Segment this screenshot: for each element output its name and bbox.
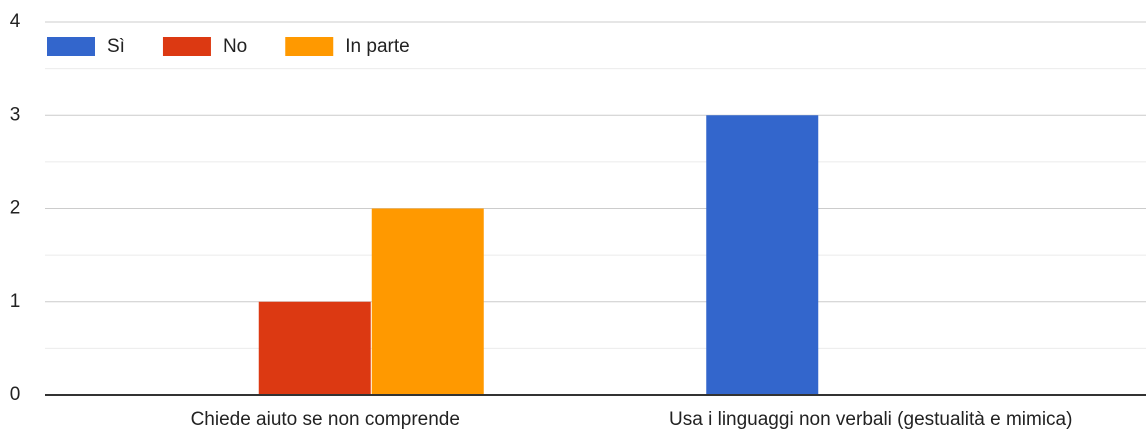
- y-tick-label: 2: [10, 198, 21, 219]
- legend-swatch: [162, 37, 211, 56]
- legend-label: In parte: [345, 36, 409, 57]
- legend-swatch: [47, 37, 95, 56]
- y-tick-label: 0: [10, 384, 21, 405]
- x-tick-label: Usa i linguaggi non verbali (gestualità …: [669, 409, 1072, 430]
- x-tick-label: Chiede aiuto se non comprende: [191, 409, 460, 430]
- bar: [371, 208, 484, 395]
- legend-label: No: [223, 36, 247, 57]
- y-tick-label: 4: [10, 11, 21, 32]
- bar: [706, 115, 819, 395]
- legend-swatch: [285, 37, 334, 56]
- y-tick-label: 1: [10, 291, 21, 312]
- legend-label: Sì: [107, 36, 125, 57]
- y-tick-label: 3: [10, 104, 21, 125]
- bar: [258, 301, 371, 395]
